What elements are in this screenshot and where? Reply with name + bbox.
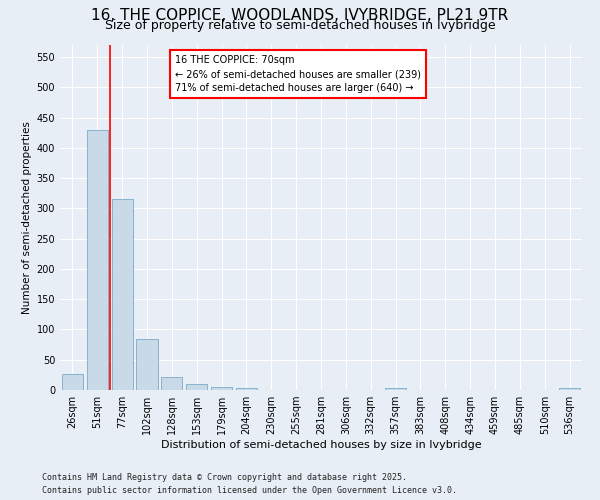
Bar — [385, 388, 406, 390]
Text: 16, THE COPPICE, WOODLANDS, IVYBRIDGE, PL21 9TR: 16, THE COPPICE, WOODLANDS, IVYBRIDGE, P… — [91, 8, 509, 22]
Bar — [211, 387, 232, 390]
Bar — [559, 388, 580, 390]
Y-axis label: Number of semi-detached properties: Number of semi-detached properties — [22, 121, 32, 314]
Bar — [136, 338, 158, 390]
Text: Contains HM Land Registry data © Crown copyright and database right 2025.
Contai: Contains HM Land Registry data © Crown c… — [42, 474, 457, 495]
Bar — [87, 130, 108, 390]
Text: 16 THE COPPICE: 70sqm
← 26% of semi-detached houses are smaller (239)
71% of sem: 16 THE COPPICE: 70sqm ← 26% of semi-deta… — [175, 56, 421, 94]
Bar — [161, 378, 182, 390]
Bar — [186, 384, 207, 390]
Bar — [62, 374, 83, 390]
Bar — [236, 388, 257, 390]
Text: Size of property relative to semi-detached houses in Ivybridge: Size of property relative to semi-detach… — [104, 19, 496, 32]
Bar — [112, 200, 133, 390]
X-axis label: Distribution of semi-detached houses by size in Ivybridge: Distribution of semi-detached houses by … — [161, 440, 481, 450]
